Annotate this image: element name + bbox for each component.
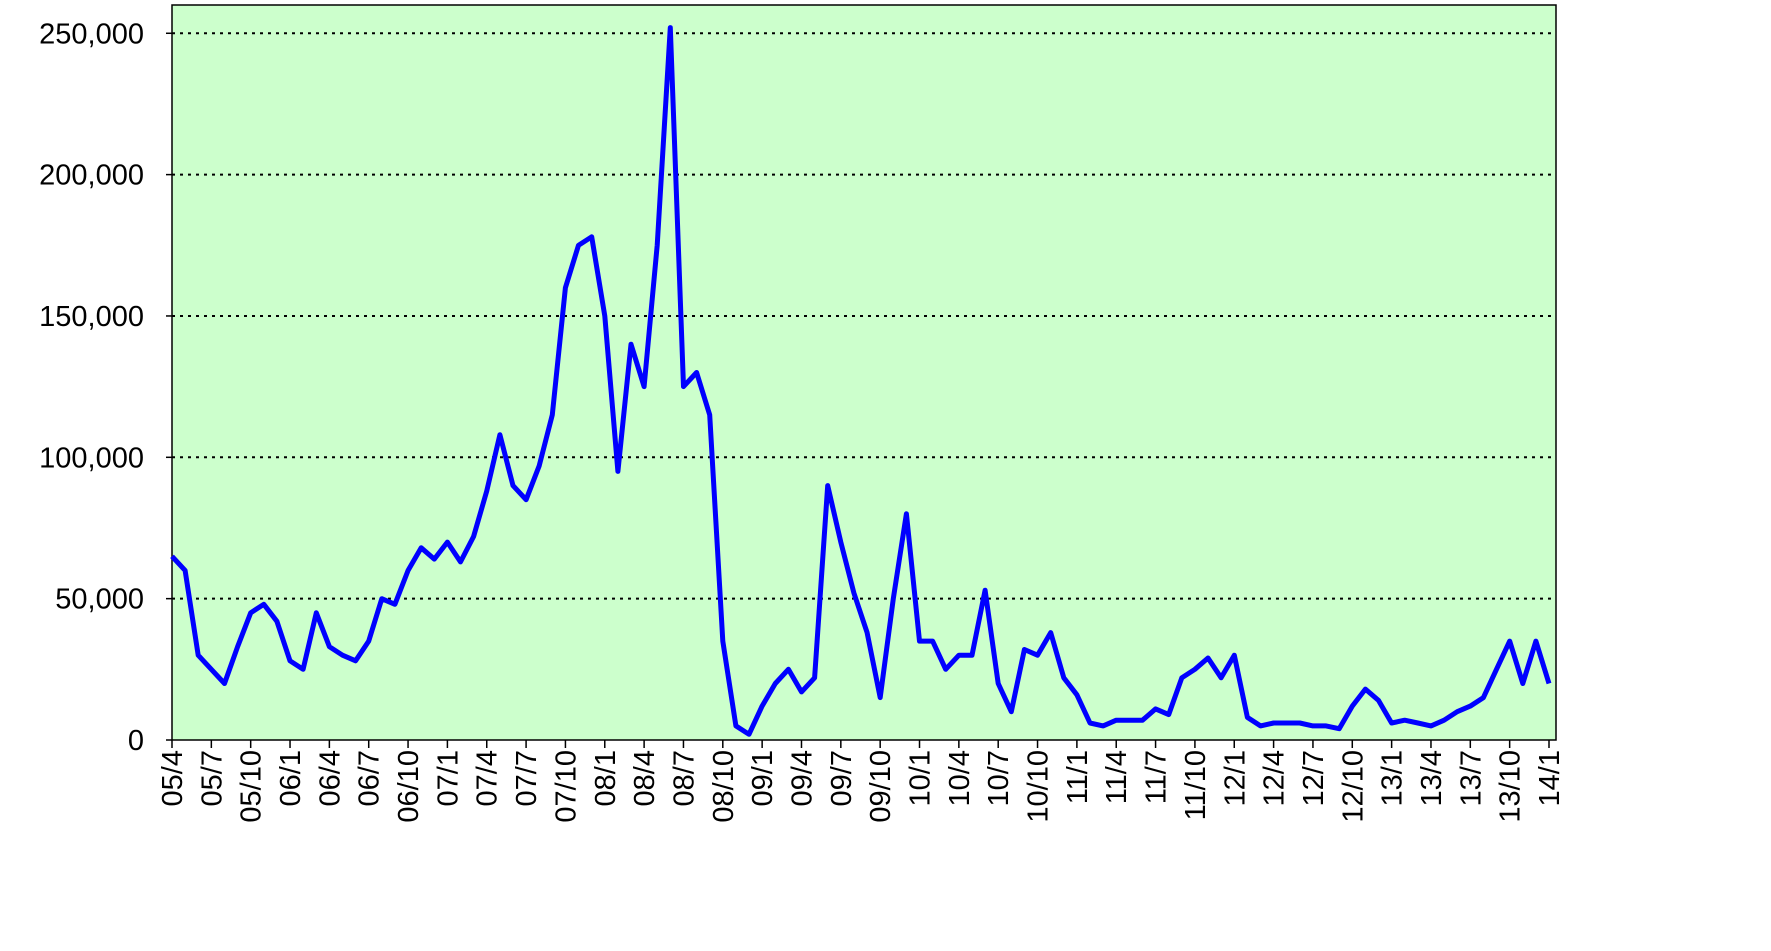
x-tick-label: 13/1 xyxy=(1377,750,1409,806)
y-tick-label: 250,000 xyxy=(39,18,144,50)
x-tick-label: 05/10 xyxy=(236,750,268,823)
x-tick-label: 08/1 xyxy=(590,750,622,806)
x-tick-label: 09/4 xyxy=(786,750,818,806)
y-tick-label: 100,000 xyxy=(39,442,144,474)
x-tick-label: 06/10 xyxy=(393,750,425,823)
x-tick-label: 13/7 xyxy=(1455,750,1487,806)
x-tick-label: 09/10 xyxy=(865,750,897,823)
x-tick-label: 09/7 xyxy=(826,750,858,806)
y-tick-label: 200,000 xyxy=(39,160,144,192)
x-tick-label: 06/7 xyxy=(354,750,386,806)
x-tick-label: 05/4 xyxy=(157,750,189,806)
x-tick-label: 10/4 xyxy=(944,750,976,806)
x-tick-label: 11/1 xyxy=(1062,750,1094,804)
x-tick-label: 10/10 xyxy=(1023,750,1055,823)
y-tick-label: 50,000 xyxy=(55,584,144,616)
x-tick-label: 11/7 xyxy=(1141,750,1173,804)
x-tick-label: 10/1 xyxy=(905,750,937,806)
x-tick-label: 11/10 xyxy=(1180,750,1212,820)
x-tick-label: 06/1 xyxy=(275,750,307,806)
x-tick-label: 10/7 xyxy=(983,750,1015,806)
x-tick-label: 08/4 xyxy=(629,750,661,806)
x-tick-label: 06/4 xyxy=(314,750,346,806)
x-tick-label: 13/10 xyxy=(1495,750,1527,823)
x-tick-label: 12/7 xyxy=(1298,750,1330,806)
x-tick-label: 12/1 xyxy=(1219,750,1251,806)
x-tick-label: 05/7 xyxy=(196,750,228,806)
x-tick-label: 09/1 xyxy=(747,750,779,806)
y-tick-label: 150,000 xyxy=(39,301,144,333)
x-tick-label: 07/10 xyxy=(550,750,582,823)
x-tick-label: 07/1 xyxy=(432,750,464,806)
data-line xyxy=(170,25,1552,737)
x-tick-label: 13/4 xyxy=(1416,750,1448,806)
x-tick-label: 14/1 xyxy=(1534,750,1566,806)
x-tick-label: 07/4 xyxy=(472,750,504,806)
x-tick-label: 12/4 xyxy=(1259,750,1291,806)
y-tick-label: 0 xyxy=(128,725,144,757)
x-tick-label: 07/7 xyxy=(511,750,543,806)
x-tick-label: 08/7 xyxy=(668,750,700,806)
x-tick-label: 08/10 xyxy=(708,750,740,823)
x-tick-label: 12/10 xyxy=(1337,750,1369,823)
x-tick-label: 11/4 xyxy=(1101,750,1133,804)
